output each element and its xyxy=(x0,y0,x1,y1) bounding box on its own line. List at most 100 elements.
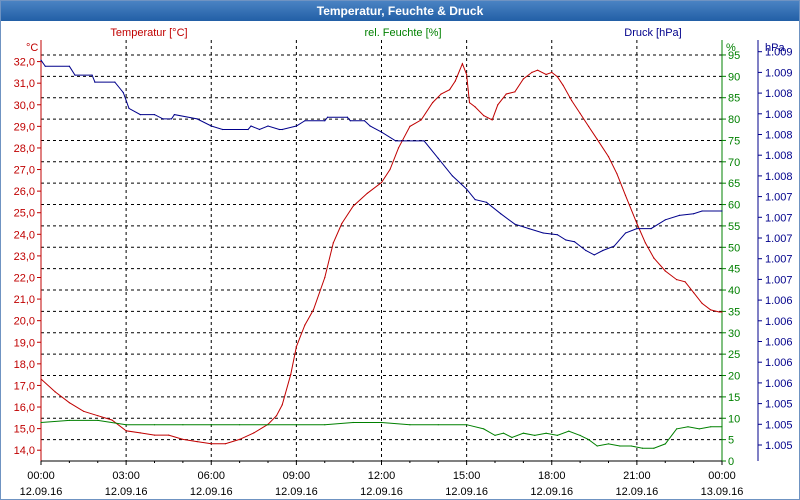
gridlines xyxy=(41,40,722,461)
humidity-tick-label: 35 xyxy=(728,306,740,318)
temperature-point xyxy=(676,279,678,281)
humidity-point xyxy=(676,428,678,430)
temperature-point xyxy=(389,168,391,171)
pressure-point xyxy=(613,245,615,247)
temperature-point xyxy=(312,309,314,311)
temperature-point xyxy=(366,192,368,194)
temperature-point xyxy=(588,125,590,127)
temperature-point xyxy=(545,73,547,76)
temperature-point xyxy=(474,106,476,108)
x-tick-time: 12:00 xyxy=(368,470,396,482)
temperature-point xyxy=(332,242,334,244)
humidity-point xyxy=(710,426,712,428)
temperature-point xyxy=(514,91,516,93)
pressure-tick-label: 1.008 xyxy=(765,109,793,121)
pressure-point xyxy=(281,128,283,131)
temperature-point xyxy=(68,402,70,404)
humidity-point xyxy=(466,424,468,426)
temperature-point xyxy=(224,443,226,445)
temperature-point xyxy=(324,276,326,279)
temperature-point xyxy=(721,311,723,313)
temperature-point xyxy=(210,443,212,445)
temperature-tick-label: 17,0 xyxy=(14,380,35,392)
legend: Temperatur [°C] rel. Feuchte [%] Druck [hP… xyxy=(110,27,681,39)
x-tick-time: 00:00 xyxy=(708,470,736,482)
temperature-point xyxy=(295,346,297,348)
temperature-tick-label: 31,0 xyxy=(14,78,35,90)
humidity-point xyxy=(502,432,505,434)
humidity-point xyxy=(295,424,297,426)
pressure-point xyxy=(636,228,638,230)
humidity-point xyxy=(511,436,513,439)
x-tick-date: 12.09.16 xyxy=(360,486,403,498)
pressure-point xyxy=(153,114,156,116)
temperature-point xyxy=(352,205,354,207)
temperature-point xyxy=(466,73,468,76)
pressure-point xyxy=(295,125,297,127)
humidity-point xyxy=(653,447,655,449)
humidity-point xyxy=(522,432,525,434)
temperature-tick-label: 30,0 xyxy=(14,100,35,112)
temperature-point xyxy=(710,309,712,311)
humidity-point xyxy=(125,424,127,426)
humidity-tick-label: 75 xyxy=(728,135,740,147)
pressure-point xyxy=(122,92,124,94)
pressure-point xyxy=(114,81,116,83)
pressure-point xyxy=(74,74,76,76)
pressure-point xyxy=(327,116,329,118)
pressure-point xyxy=(585,249,587,252)
x-tick-time: 00:00 xyxy=(27,470,55,482)
temperature-point xyxy=(440,93,442,95)
humidity-point xyxy=(687,426,689,428)
temperature-point xyxy=(607,156,610,158)
legend-temperature: Temperatur [°C] xyxy=(110,27,187,39)
humidity-point xyxy=(494,434,496,436)
temperature-tick-label: 16,0 xyxy=(14,402,35,414)
pressure-point xyxy=(349,120,351,122)
pressure-point xyxy=(94,81,96,83)
pressure-point xyxy=(258,128,261,131)
temperature-tick-label: 28,0 xyxy=(14,143,35,155)
pressure-tick-label: 1.008 xyxy=(765,171,793,183)
temperature-point xyxy=(701,302,703,304)
humidity-tick-label: 15 xyxy=(728,392,740,404)
temperature-point xyxy=(125,430,127,432)
humidity-tick-label: 50 xyxy=(728,242,740,254)
x-tick-date: 12.09.16 xyxy=(190,486,233,498)
pressure-tick-label: 1.006 xyxy=(765,337,793,349)
humidity-tick-label: 90 xyxy=(728,71,740,83)
x-tick-time: 03:00 xyxy=(112,470,140,482)
humidity-point xyxy=(352,421,354,424)
humidity-point xyxy=(210,424,212,426)
pressure-point xyxy=(474,199,476,201)
temperature-point xyxy=(239,438,241,440)
humidity-point xyxy=(556,434,559,436)
temperature-point xyxy=(596,138,598,140)
temperature-tick-label: 22,0 xyxy=(14,272,35,284)
pressure-tick-label: 1.008 xyxy=(765,88,793,100)
pressure-point xyxy=(514,223,516,225)
humidity-point xyxy=(641,447,644,449)
humidity-tick-label: 60 xyxy=(728,200,740,212)
temperature-point xyxy=(551,71,553,73)
pressure-point xyxy=(624,232,627,234)
legend-humidity: rel. Feuchte [%] xyxy=(364,27,441,39)
pressure-point xyxy=(395,140,397,142)
pressure-point xyxy=(369,125,371,127)
pressure-point xyxy=(222,128,224,131)
humidity-tick-label: 5 xyxy=(728,435,734,447)
temperature-point xyxy=(409,125,411,127)
temperature-point xyxy=(616,173,618,175)
temperature-point xyxy=(420,119,422,121)
temperature-tick-label: 25,0 xyxy=(14,208,35,220)
temperature-point xyxy=(281,404,283,406)
temperature-point xyxy=(468,102,471,104)
pressure-point xyxy=(528,228,530,230)
pressure-point xyxy=(247,128,249,131)
pressure-point xyxy=(210,125,212,127)
pressure-tick-label: 1.008 xyxy=(765,150,793,162)
humidity-point xyxy=(596,445,598,447)
humidity-tick-label: 80 xyxy=(728,114,740,126)
temperature-point xyxy=(341,222,343,225)
pressure-point xyxy=(128,107,130,109)
